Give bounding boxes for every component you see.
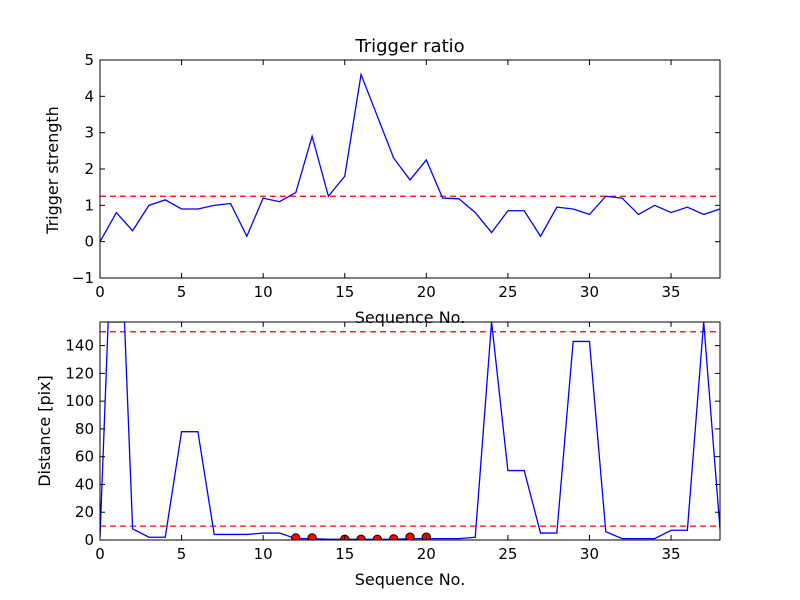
data-marker — [405, 532, 415, 540]
y-tick-label: 1 — [84, 196, 94, 214]
x-tick-label: 35 — [662, 545, 681, 563]
data-marker — [291, 533, 301, 540]
x-tick-label: 30 — [580, 283, 599, 301]
y-tick-label: 4 — [84, 87, 94, 105]
x-tick-label: 20 — [417, 545, 436, 563]
y-tick-label: 120 — [65, 364, 94, 382]
y-tick-label: 140 — [65, 337, 94, 355]
y-tick-label: 20 — [75, 503, 94, 521]
chart-title: Trigger ratio — [354, 36, 464, 57]
x-tick-label: 5 — [177, 283, 187, 301]
x-tick-label: 10 — [254, 545, 273, 563]
data-marker — [372, 534, 383, 540]
data-marker — [307, 533, 317, 540]
x-axis-label: Sequence No. — [355, 308, 466, 327]
distance-subplot: Sequence No. Distance [pix] 0 5 10 15 20 25 30… — [35, 321, 721, 589]
y-axis-label: Trigger strength — [43, 106, 62, 235]
data-marker — [388, 534, 399, 540]
x-tick-label: 30 — [580, 545, 599, 563]
x-tick-label: 15 — [335, 283, 354, 301]
series-line — [100, 322, 720, 540]
x-tick-label: 0 — [95, 283, 105, 301]
y-tick-label: 100 — [65, 392, 94, 410]
y-tick-label: 2 — [84, 160, 94, 178]
y-axis-label: Distance [pix] — [35, 375, 54, 487]
x-tick-label: 10 — [254, 283, 273, 301]
x-tick-label: 0 — [95, 545, 105, 563]
series-line — [100, 72, 720, 242]
x-tick-label: 15 — [335, 545, 354, 563]
axes-frame — [99, 321, 721, 541]
x-axis-label: Sequence No. — [355, 570, 466, 589]
data-marker — [356, 534, 366, 540]
x-tick-label: 35 — [662, 283, 681, 301]
y-tick-label: 60 — [75, 448, 94, 466]
x-tick-label: 25 — [498, 283, 517, 301]
x-tick-label: 25 — [498, 545, 517, 563]
y-tick-label: 0 — [84, 531, 94, 549]
y-tick-label: −1 — [72, 269, 94, 287]
x-tick-label: 5 — [177, 545, 187, 563]
y-tick-label: 5 — [84, 51, 94, 69]
axes-frame — [99, 59, 721, 279]
y-tick-label: 80 — [75, 420, 94, 438]
y-tick-label: 3 — [84, 124, 94, 142]
x-tick-label: 20 — [417, 283, 436, 301]
y-tick-label: 0 — [84, 233, 94, 251]
y-tick-label: 40 — [75, 475, 94, 493]
